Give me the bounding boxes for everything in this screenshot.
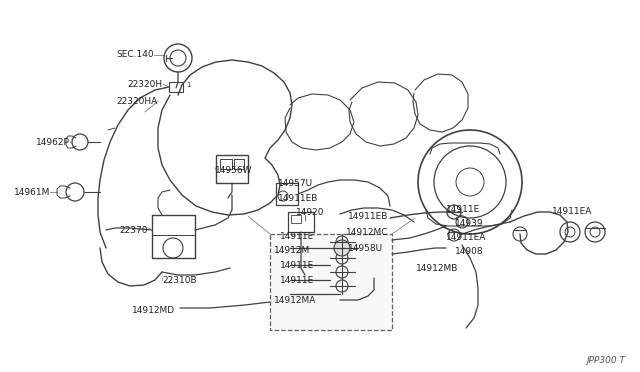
Bar: [270, 234, 392, 330]
Text: 22310B: 22310B: [162, 276, 196, 285]
Text: 14911EA: 14911EA: [446, 233, 486, 242]
Circle shape: [334, 240, 350, 256]
Text: 14911EB: 14911EB: [278, 194, 318, 203]
Text: 1: 1: [186, 82, 191, 88]
Text: SEC.140: SEC.140: [116, 50, 154, 59]
Text: 14912MA: 14912MA: [274, 296, 316, 305]
Text: 22320H: 22320H: [127, 80, 162, 89]
Bar: [234, 159, 244, 169]
Text: 14958U: 14958U: [348, 244, 383, 253]
Text: 14956W: 14956W: [215, 166, 253, 175]
Text: JPP300 T: JPP300 T: [586, 356, 625, 365]
Text: 14912M: 14912M: [274, 246, 310, 255]
Text: 14911E: 14911E: [280, 232, 314, 241]
Text: 14939: 14939: [455, 219, 484, 228]
Text: 14911EB: 14911EB: [348, 212, 388, 221]
Bar: [169, 82, 183, 92]
Text: 14912MB: 14912MB: [416, 264, 458, 273]
Text: 22370: 22370: [120, 226, 148, 235]
Text: 14908: 14908: [455, 247, 484, 256]
Bar: [288, 212, 314, 232]
Text: 14911E: 14911E: [446, 205, 480, 214]
Text: 14911E: 14911E: [280, 276, 314, 285]
Bar: [220, 159, 232, 169]
Bar: [216, 155, 248, 183]
Text: 14911EA: 14911EA: [552, 207, 593, 216]
Text: 22320HA: 22320HA: [116, 97, 158, 106]
Text: 14957U: 14957U: [278, 179, 313, 188]
Bar: [291, 215, 301, 223]
Text: 14912MC: 14912MC: [346, 228, 388, 237]
Text: 14920: 14920: [296, 208, 324, 217]
Text: 14961M: 14961M: [13, 188, 50, 197]
Bar: [276, 183, 298, 205]
Text: 14962P: 14962P: [36, 138, 70, 147]
Text: 14912MD: 14912MD: [132, 306, 175, 315]
Text: 14911E: 14911E: [280, 261, 314, 270]
